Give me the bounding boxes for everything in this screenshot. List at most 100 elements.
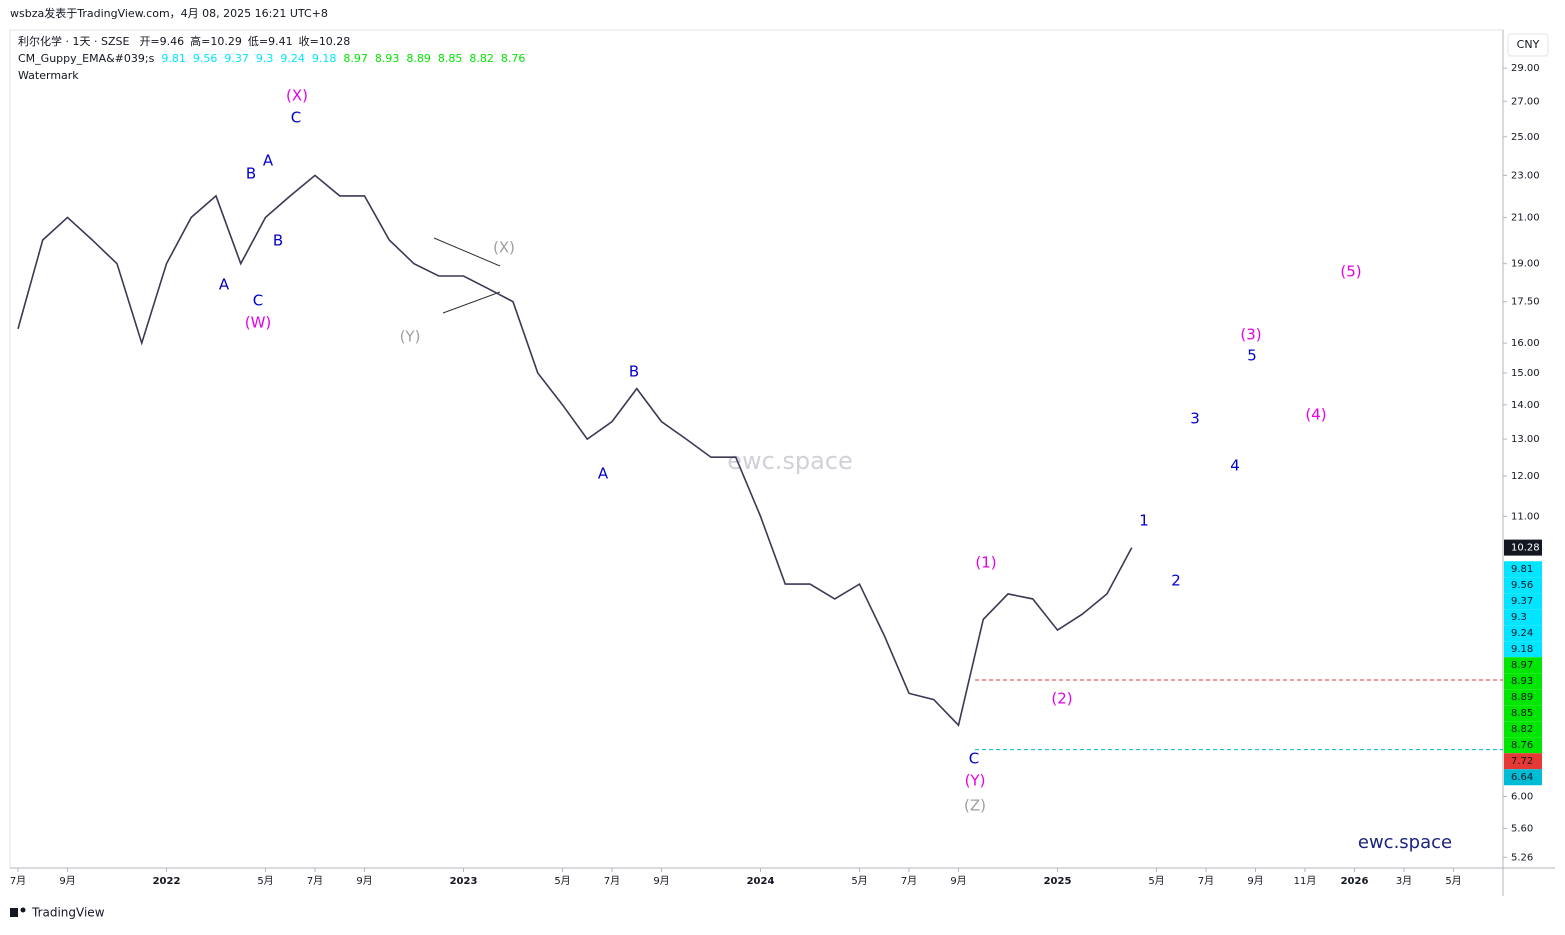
legend-watermark: Watermark [18, 69, 79, 82]
price-tag: 9.18 [1511, 644, 1533, 655]
legend-symbol: 利尔化学 · 1天 · SZSE [18, 34, 129, 48]
wave-label: 4 [1230, 457, 1240, 475]
indicator-value: 9.18 [312, 52, 337, 65]
wave-label: C [969, 750, 979, 768]
indicator-value: 8.93 [375, 52, 400, 65]
indicator-value: 8.89 [406, 52, 431, 65]
x-tick-label: 7月 [10, 875, 26, 887]
wave-label: (Z) [964, 797, 986, 815]
x-tick-label: 2024 [747, 876, 775, 887]
x-tick-label: 7月 [604, 875, 620, 887]
watermark: ewc.space [727, 447, 853, 475]
wave-label: (Y) [400, 328, 421, 346]
ohlc-value: 10.28 [319, 35, 351, 48]
price-tag-box [1504, 641, 1542, 658]
x-tick-label: 9月 [950, 875, 966, 887]
wave-label: (1) [975, 554, 996, 572]
wave-label: 2 [1171, 572, 1181, 590]
wave-label: (5) [1340, 263, 1361, 281]
wave-label: A [598, 465, 609, 483]
x-tick-label: 2022 [153, 876, 181, 887]
price-tag: 9.37 [1511, 596, 1533, 607]
wave-label: C [253, 292, 263, 310]
price-tag: 10.28 [1511, 543, 1540, 554]
indicator-name: CM_Guppy_EMA&#039;s [18, 52, 155, 65]
wave-label: 5 [1247, 347, 1257, 365]
x-tick-label: 5月 [1445, 875, 1461, 887]
wave-label: B [246, 165, 256, 183]
legend-ohlc: 开=9.46 [139, 35, 184, 48]
price-tag-box [1504, 593, 1542, 610]
currency-box[interactable] [1507, 33, 1549, 57]
y-tick-label: 16.00 [1511, 338, 1540, 349]
x-tick-label: 11月 [1294, 875, 1317, 887]
price-tag-box [1504, 609, 1542, 626]
currency[interactable]: CNY [1517, 38, 1540, 51]
y-tick-label: 15.00 [1511, 368, 1540, 379]
price-tag: 9.3 [1511, 612, 1527, 623]
footer-logo[interactable]: TradingView [31, 906, 105, 920]
wave-label: A [219, 276, 230, 294]
wave-label: (2) [1051, 690, 1072, 708]
price-tag: 8.76 [1511, 740, 1533, 751]
price-tag-box [1504, 689, 1542, 706]
wave-label: (X) [493, 239, 515, 257]
y-tick-label: 14.00 [1511, 400, 1540, 411]
price-tag-box [1504, 769, 1542, 786]
price-tag-box [1504, 753, 1542, 770]
wave-label: C [291, 109, 301, 127]
y-tick-label: 23.00 [1511, 170, 1540, 181]
legend-ohlc: 高=10.29 [190, 34, 242, 48]
y-tick-label: 29.00 [1511, 63, 1540, 74]
price-tag-box [1504, 721, 1542, 738]
indicator-value: 8.85 [438, 52, 463, 65]
price-tag: 8.82 [1511, 724, 1533, 735]
x-tick-label: 5月 [851, 875, 867, 887]
x-tick-label: 2023 [450, 876, 478, 887]
wave-label: 3 [1190, 410, 1200, 428]
wave-label: B [629, 363, 639, 381]
wave-label: (X) [286, 87, 308, 105]
indicator-value: 8.76 [501, 52, 526, 65]
legend-ohlc: 收=10.28 [299, 34, 351, 48]
wave-label: (3) [1240, 326, 1261, 344]
x-tick-label: 7月 [1198, 875, 1214, 887]
legend-line: CM_Guppy_EMA&#039;s 9.81 9.56 9.37 9.3 9.24 9.… [18, 52, 525, 65]
indicator-value: 9.56 [193, 52, 218, 65]
y-tick-label: 5.26 [1511, 852, 1533, 863]
ohlc-value: 10.29 [210, 35, 242, 48]
x-tick-label: 5月 [554, 875, 570, 887]
trend-line [433, 237, 501, 267]
price-tag: 6.64 [1511, 772, 1533, 783]
x-tick-label: 9月 [653, 875, 669, 887]
x-tick-label: 9月 [59, 875, 75, 887]
price-tag: 8.93 [1511, 676, 1533, 687]
price-tag: 7.72 [1511, 756, 1533, 767]
ohlc-value: 9.46 [160, 35, 185, 48]
y-tick-label: 27.00 [1511, 96, 1540, 107]
wave-label: 1 [1139, 512, 1149, 530]
trend-line [442, 291, 501, 314]
x-tick-label: 5月 [257, 875, 273, 887]
y-tick-label: 11.00 [1511, 511, 1540, 522]
price-tag: 8.85 [1511, 708, 1533, 719]
wave-label: (W) [245, 314, 272, 332]
price-series [17, 174, 1133, 727]
price-tag-box [1504, 561, 1542, 578]
logo-icon [20, 907, 26, 913]
indicator-value: 9.3 [256, 52, 274, 65]
price-tag-box [1504, 625, 1542, 642]
x-tick-label: 9月 [1247, 875, 1263, 887]
ohlc-label: 高= [190, 34, 210, 48]
y-tick-label: 12.00 [1511, 471, 1540, 482]
wave-label: (Y) [965, 772, 986, 790]
x-tick-label: 3月 [1396, 875, 1412, 887]
header-title: wsbza发表于TradingView.com，4月 08, 2025 16:2… [10, 6, 328, 20]
x-tick-label: 7月 [307, 875, 323, 887]
y-tick-label: 13.00 [1511, 434, 1540, 445]
indicator-value: 8.97 [343, 52, 368, 65]
price-tag: 8.97 [1511, 660, 1533, 671]
price-tag: 9.56 [1511, 580, 1533, 591]
price-tag-box [1504, 657, 1542, 674]
